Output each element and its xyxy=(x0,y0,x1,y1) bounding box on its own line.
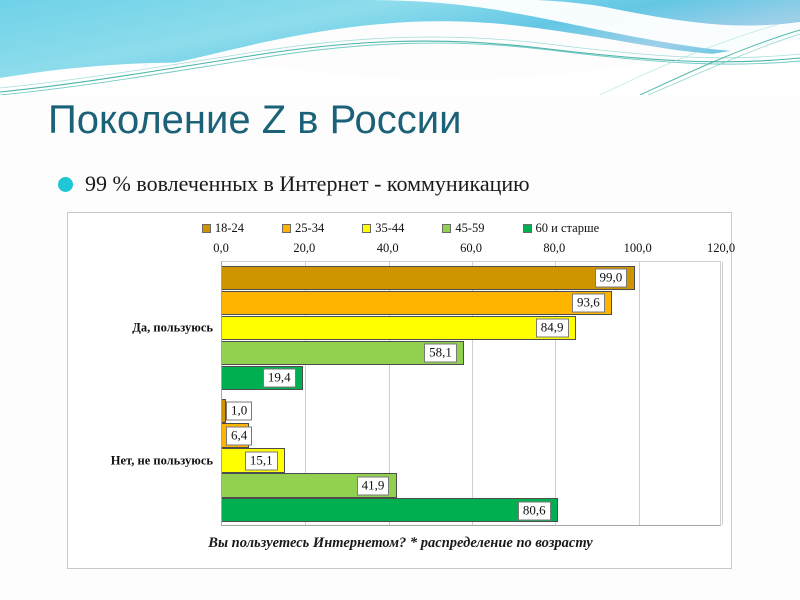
chart-container: 18-24 25-34 35-44 45-59 60 и старше 0,0 20,0 4… xyxy=(67,212,735,569)
bar-value-label: 15,1 xyxy=(244,451,278,471)
bar xyxy=(222,498,558,523)
bar xyxy=(222,315,576,341)
bar xyxy=(222,398,227,423)
x-axis-tick-labels: 0,0 20,0 40,0 60,0 80,0 100,0 120,0 xyxy=(213,241,735,257)
legend-swatch-icon xyxy=(442,224,452,233)
bullet-row: 99 % вовлеченных в Интернет - коммуникац… xyxy=(58,172,530,196)
gridline xyxy=(388,262,390,525)
legend-label: 60 и старше xyxy=(535,221,600,235)
legend-label: 18-24 xyxy=(214,221,245,235)
legend-swatch-icon xyxy=(201,224,211,233)
legend-item-45-59: 45-59 xyxy=(442,221,485,236)
bar-value-label: 41,9 xyxy=(356,476,390,496)
gridline xyxy=(472,262,473,525)
bar-value-label: 19,4 xyxy=(262,368,296,388)
legend-swatch-icon xyxy=(522,224,532,233)
legend-swatch-icon xyxy=(282,224,292,233)
bar-value-label: 93,6 xyxy=(572,293,605,313)
x-tick-label: 60,0 xyxy=(460,241,482,255)
legend-swatch-icon xyxy=(362,224,372,233)
bar-value-label: 99,0 xyxy=(594,268,628,288)
gridline xyxy=(555,262,557,525)
chart-plot-area: Да, пользуюсь 99,0 93,6 84,9 58,1 19,4 Нет, не… xyxy=(111,261,723,526)
bar-value-label: 80,6 xyxy=(517,501,551,521)
bar-value-label: 6,4 xyxy=(226,426,253,446)
x-tick-label: 40,0 xyxy=(376,241,399,255)
category-label: Нет, не пользуюсь xyxy=(110,453,213,468)
header-decoration xyxy=(0,0,800,95)
bar xyxy=(222,290,612,316)
x-tick-label: 80,0 xyxy=(543,241,566,255)
legend-label: 35-44 xyxy=(375,221,405,235)
legend-label: 45-59 xyxy=(455,221,485,235)
gridline xyxy=(722,262,723,525)
legend-item-35-44: 35-44 xyxy=(362,221,404,236)
category-label: Да, пользуюсь xyxy=(132,320,213,335)
slide-title: Поколение Z в России xyxy=(48,98,462,142)
legend-item-60-и-старше: 60 и старше xyxy=(522,221,600,236)
bar-value-label: 84,9 xyxy=(535,318,569,338)
x-tick-label: 120,0 xyxy=(706,241,736,255)
x-tick-label: 100,0 xyxy=(623,241,652,255)
bar xyxy=(222,340,465,366)
bullet-dot-icon xyxy=(58,176,73,192)
gridline xyxy=(305,262,307,525)
bar-value-label: 1,0 xyxy=(226,401,253,421)
legend-item-25-34: 25-34 xyxy=(282,221,324,236)
bar-value-label: 58,1 xyxy=(424,343,457,363)
x-tick-label: 20,0 xyxy=(293,241,316,255)
chart-legend: 18-24 25-34 35-44 45-59 60 и старше xyxy=(68,221,733,236)
x-tick-label: 0,0 xyxy=(213,241,229,255)
legend-item-18-24: 18-24 xyxy=(201,221,245,236)
bar xyxy=(222,266,635,291)
bullet-text: 99 % вовлеченных в Интернет - коммуникац… xyxy=(85,171,530,196)
gridline xyxy=(638,262,640,525)
chart-caption: Вы пользуетесь Интернетом? * распределен… xyxy=(208,535,593,551)
legend-label: 25-34 xyxy=(295,221,325,235)
